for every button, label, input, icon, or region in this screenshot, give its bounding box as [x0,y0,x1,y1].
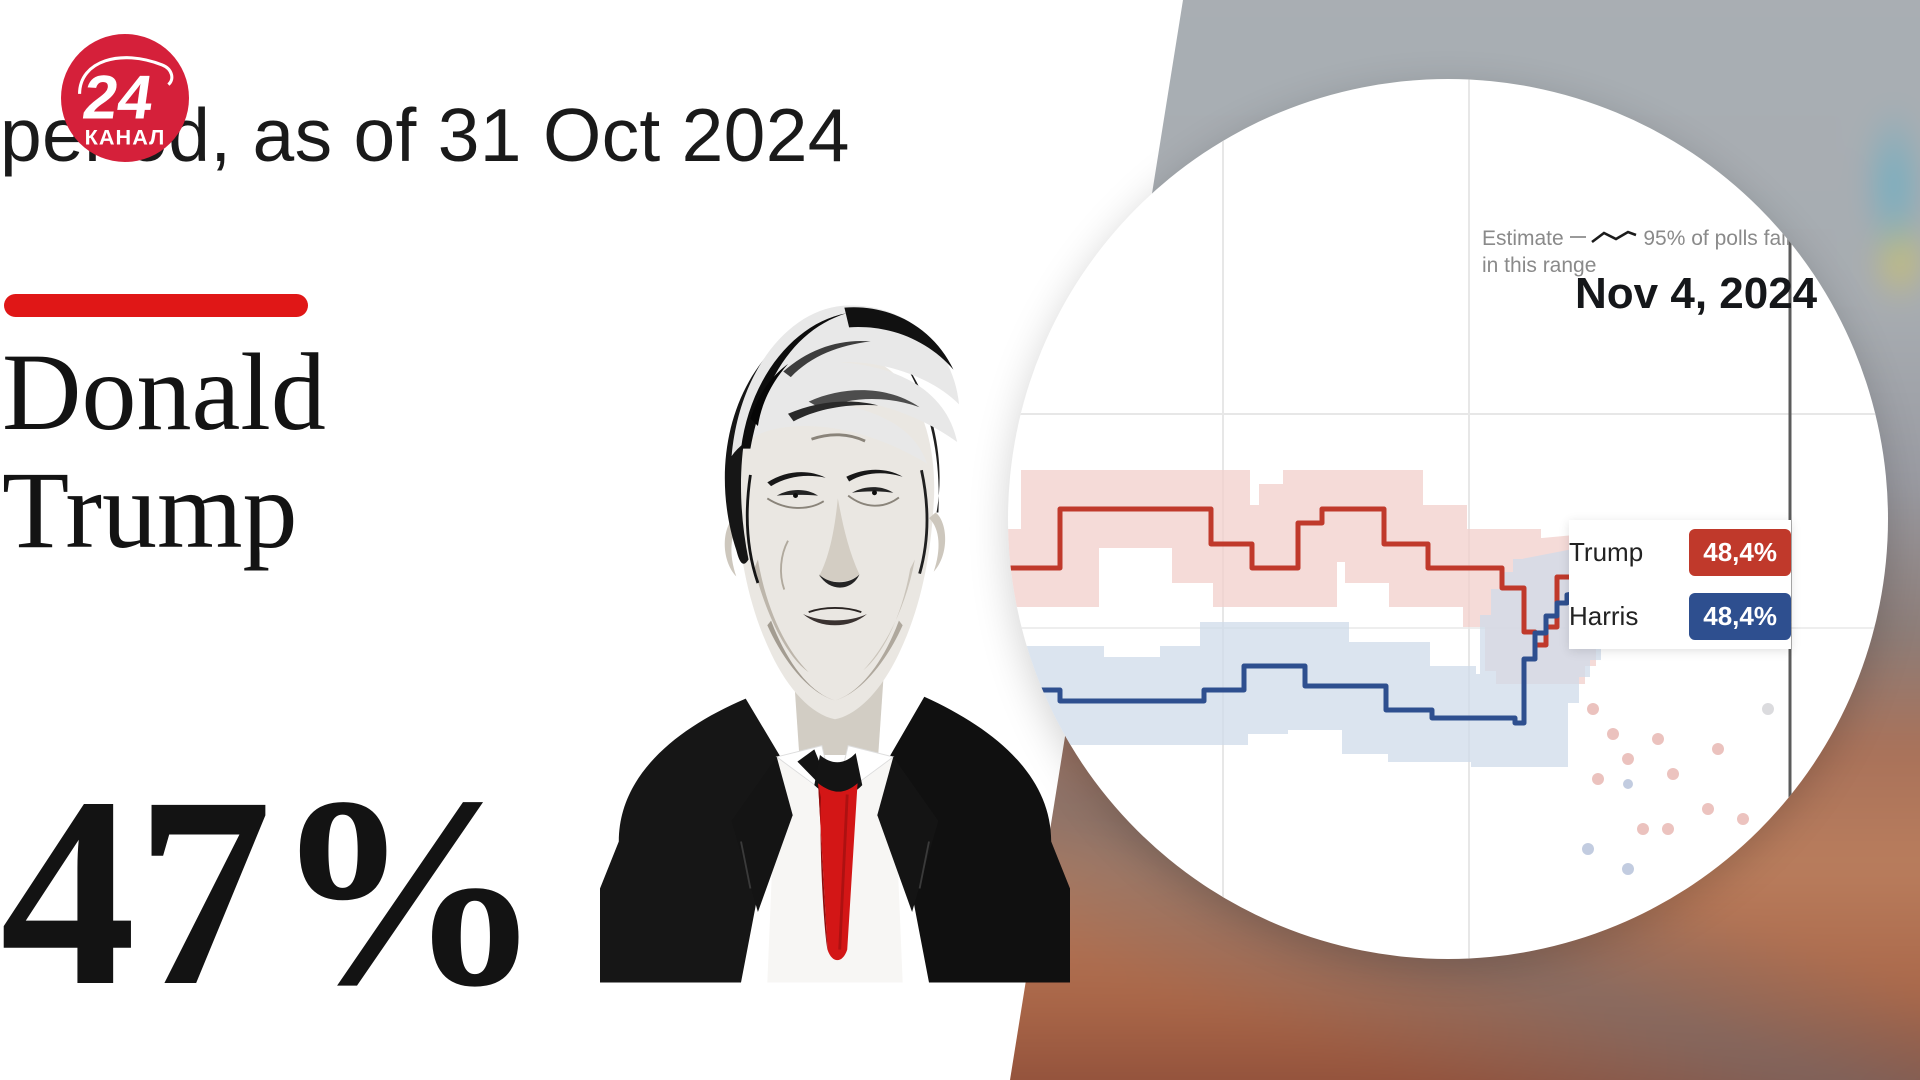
svg-text:24: 24 [79,64,158,133]
svg-text:КАНАЛ: КАНАЛ [85,124,166,149]
